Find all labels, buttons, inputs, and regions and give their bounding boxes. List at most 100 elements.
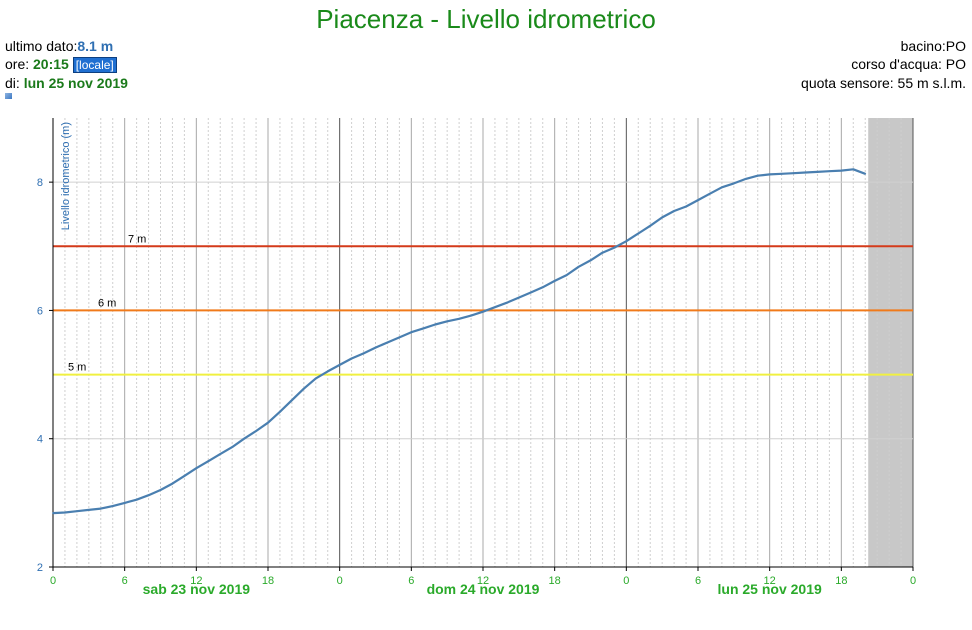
threshold-label: 7 m <box>128 233 146 245</box>
water-level-point <box>828 170 831 173</box>
water-level-point <box>458 317 461 320</box>
date-label: di: <box>5 75 20 91</box>
water-level-point <box>553 280 556 282</box>
water-level-point <box>171 482 174 485</box>
x-tick-label: 18 <box>262 575 274 587</box>
water-level-point <box>338 364 341 366</box>
water-level-point <box>768 173 771 176</box>
y-axis-title: Livello idrometrico (m) <box>60 122 72 230</box>
time-row: ore: 20:15 [locale] <box>5 56 117 73</box>
water-level-point <box>64 511 66 514</box>
water-level-point <box>541 286 544 289</box>
time-value: 20:15 <box>33 56 69 72</box>
water-level-point <box>685 205 687 208</box>
water-level-point <box>505 301 508 304</box>
water-level-point <box>434 323 437 326</box>
water-level-point <box>613 246 616 249</box>
x-tick-label: 12 <box>477 575 489 587</box>
water-level-point <box>494 306 496 309</box>
y-tick-label: 4 <box>37 434 43 446</box>
water-level-point <box>147 494 150 497</box>
water-level-point <box>350 357 353 360</box>
water-level-point <box>517 296 520 299</box>
water-level-point <box>649 224 652 227</box>
water-level-point <box>470 314 472 317</box>
water-level-point <box>243 437 246 440</box>
water-level-point <box>852 168 855 171</box>
water-level-point <box>756 174 759 177</box>
water-level-point <box>302 387 305 390</box>
future-band <box>868 118 913 567</box>
water-level-point <box>637 232 640 235</box>
water-level-point <box>290 399 293 402</box>
water-level-point <box>52 512 54 515</box>
date-row: di: lun 25 nov 2019 <box>5 75 128 91</box>
last-value-row: ultimo dato:8.1 m <box>5 38 113 54</box>
expand-icon[interactable] <box>5 93 12 99</box>
water-level-point <box>255 430 257 432</box>
water-level-point <box>111 505 114 507</box>
day-label: lun 25 nov 2019 <box>718 581 822 597</box>
y-tick-label: 6 <box>37 305 43 317</box>
x-tick-label: 0 <box>337 575 343 587</box>
last-value-label: ultimo dato: <box>5 38 78 54</box>
water-level-point <box>219 453 222 456</box>
x-tick-label: 18 <box>835 575 847 587</box>
water-level-point <box>625 240 628 243</box>
water-level-point <box>87 509 90 511</box>
water-level-point <box>410 331 413 334</box>
water-level-point <box>99 507 102 510</box>
chart-title: Piacenza - Livello idrometrico <box>316 4 656 34</box>
water-level-point <box>565 274 568 277</box>
day-label: sab 23 nov 2019 <box>143 581 251 597</box>
water-level-point <box>123 501 126 504</box>
timezone-toggle-button[interactable]: [locale] <box>72 57 117 73</box>
water-level-point <box>386 341 389 344</box>
time-label: ore: <box>5 56 30 72</box>
watercourse-info: corso d'acqua: PO <box>851 56 966 72</box>
x-tick-label: 0 <box>910 575 916 587</box>
water-level-series-line <box>52 168 866 515</box>
water-level-point <box>529 291 532 294</box>
water-level-point <box>446 320 449 323</box>
water-level-point <box>732 182 735 185</box>
water-level-point <box>207 460 210 463</box>
basin-info: bacino:PO <box>900 38 966 54</box>
water-level-point <box>780 172 783 175</box>
water-level-point <box>183 475 186 477</box>
water-level-point <box>374 346 377 349</box>
water-level-point <box>697 199 699 202</box>
water-level-point <box>362 352 365 355</box>
water-level-point <box>267 421 269 424</box>
water-level-point <box>840 169 843 172</box>
water-level-point <box>159 489 162 491</box>
water-level-point <box>673 210 676 212</box>
x-tick-label: 6 <box>122 575 128 587</box>
y-tick-label: 8 <box>37 177 43 189</box>
x-tick-label: 12 <box>764 575 776 587</box>
water-level-point <box>279 410 281 413</box>
water-level-point <box>720 186 723 189</box>
water-level-point <box>804 171 807 174</box>
water-level-point <box>398 336 401 339</box>
x-tick-label: 6 <box>695 575 701 587</box>
threshold-label: 5 m <box>68 362 86 374</box>
x-tick-label: 12 <box>190 575 202 587</box>
water-level-point <box>326 370 329 373</box>
water-level-point <box>314 377 317 380</box>
water-level-point <box>816 170 819 173</box>
x-tick-label: 6 <box>408 575 414 587</box>
y-tick-label: 2 <box>37 562 43 574</box>
water-level-point <box>589 259 592 262</box>
water-level-point <box>422 327 425 330</box>
water-level-point <box>792 172 795 175</box>
date-value: lun 25 nov 2019 <box>23 75 128 91</box>
x-tick-label: 0 <box>50 575 56 587</box>
water-level-point <box>135 498 138 501</box>
x-tick-label: 0 <box>623 575 629 587</box>
water-level-point <box>864 172 867 175</box>
water-level-point <box>195 467 198 470</box>
water-level-point <box>709 192 711 195</box>
water-level-point <box>744 178 747 180</box>
